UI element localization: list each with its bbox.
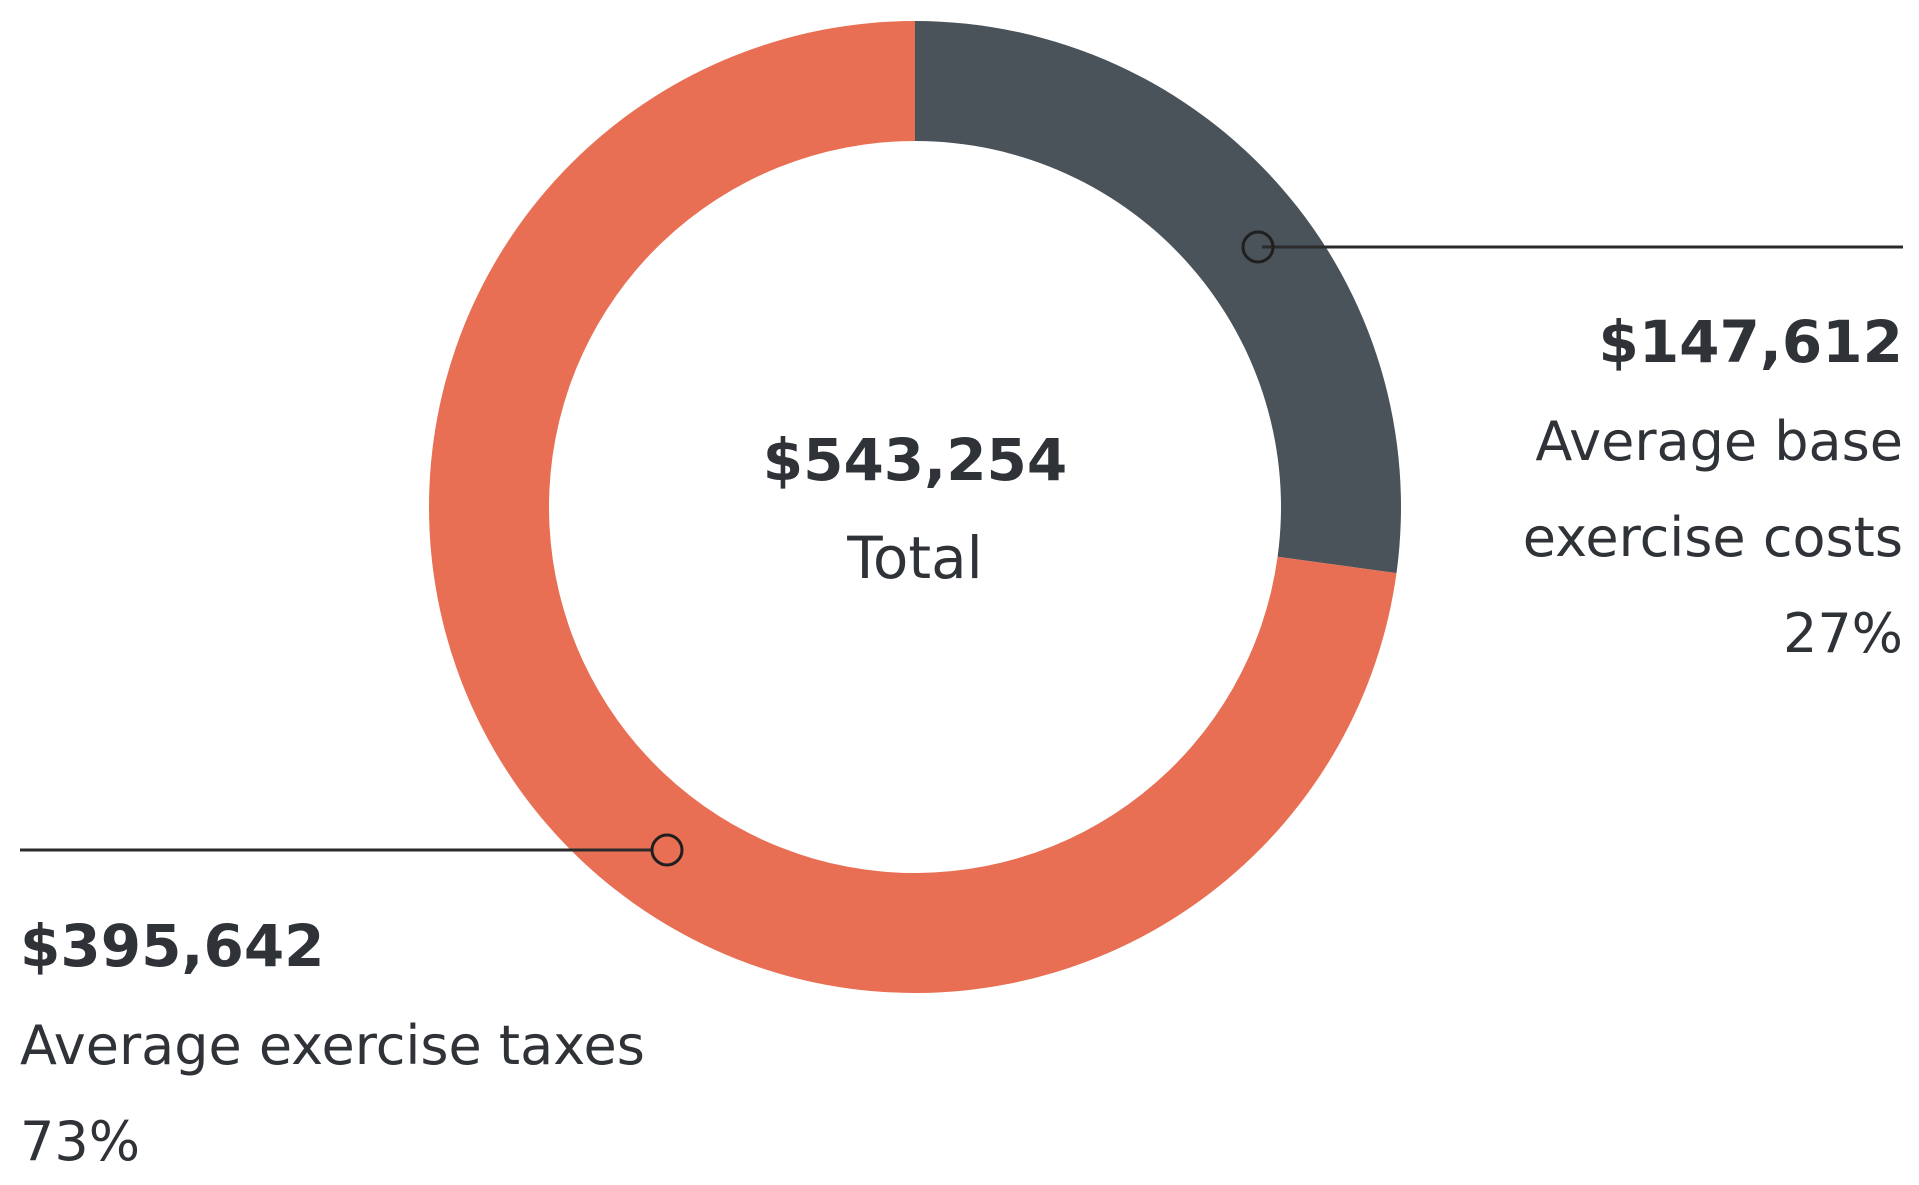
center-total-value: $543,254 — [763, 426, 1068, 494]
callout-base-percent: 27% — [1783, 602, 1903, 665]
donut-slices — [428, 21, 1401, 993]
donut-slice-base-costs — [915, 21, 1401, 574]
callout-taxes: $395,642 Average exercise taxes 73% — [20, 833, 684, 1173]
callout-base-label-line-2: exercise costs — [1523, 506, 1903, 569]
callout-base-value: $147,612 — [1598, 308, 1903, 376]
center-total-label: Total — [846, 524, 982, 592]
callout-taxes-marker — [650, 833, 684, 867]
callout-base-label-line-1: Average base — [1535, 410, 1903, 473]
callout-base-marker — [1241, 230, 1275, 264]
callout-taxes-label-line-1: Average exercise taxes — [20, 1014, 645, 1077]
callout-base-costs: $147,612 Average base exercise costs 27% — [1241, 230, 1903, 665]
center-label-group: $543,254 Total — [763, 426, 1068, 592]
callout-taxes-percent: 73% — [20, 1110, 140, 1173]
callout-taxes-value: $395,642 — [20, 912, 325, 980]
